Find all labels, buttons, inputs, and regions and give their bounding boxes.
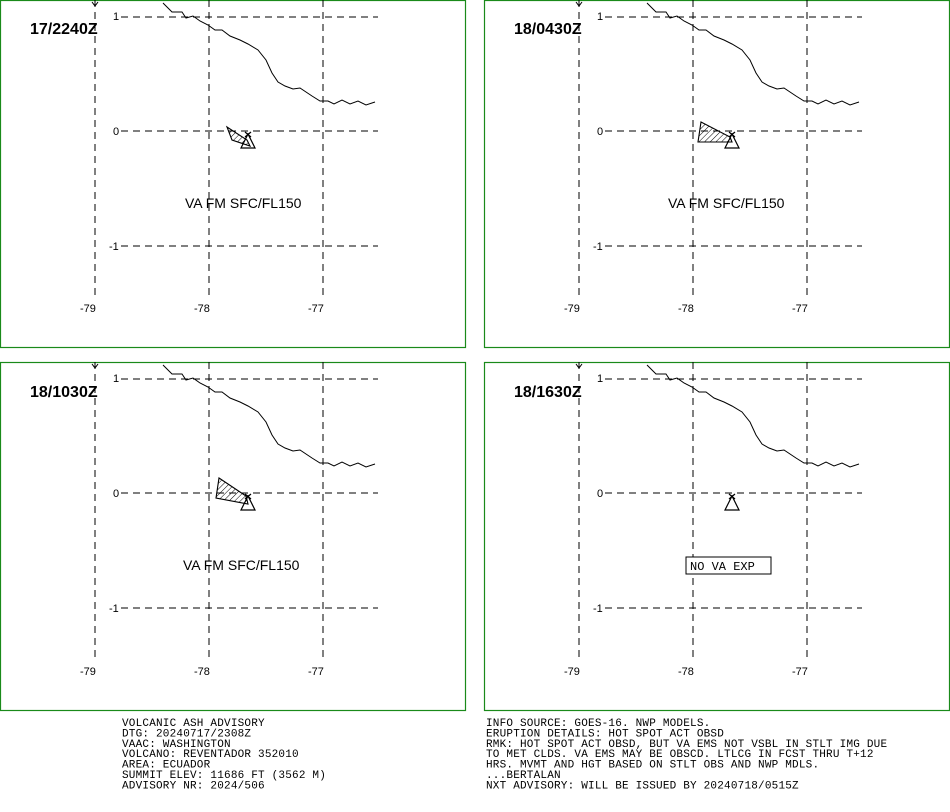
panel-label: VA FM SFC/FL150 <box>183 557 300 573</box>
lon-tick-neg78: -78 <box>194 666 210 678</box>
advisory-line: ...BERTALAN <box>486 770 561 782</box>
lon-tick-neg79: -79 <box>564 666 580 678</box>
lat-tick-1: 1 <box>113 11 119 23</box>
advisory-line: HRS. MVMT AND HGT BASED ON STLT OBS AND … <box>486 760 819 772</box>
advisory-line: VOLCANIC ASH ADVISORY <box>122 718 265 730</box>
advisory-line: DTG: 20240717/2308Z <box>122 728 251 740</box>
lat-tick-neg1: -1 <box>109 603 119 615</box>
lat-tick-0: 0 <box>597 488 603 500</box>
lat-tick-0: 0 <box>113 488 119 500</box>
lat-tick-neg1: -1 <box>109 241 119 253</box>
panel-time: 18/0430Z <box>514 21 582 38</box>
lat-tick-0: 0 <box>113 126 119 138</box>
lon-tick-neg78: -78 <box>194 303 210 315</box>
map-panel-3: 1 0 -1 -79 -78 -77 18/1030Z VA FM SFC/FL… <box>0 361 467 712</box>
lon-tick-neg79: -79 <box>564 303 580 315</box>
advisory-text-right: INFO SOURCE: GOES-16. NWP MODELS.ERUPTIO… <box>486 718 887 792</box>
advisory-line: RMK: HOT SPOT ACT OBSD, BUT VA EMS NOT V… <box>486 739 887 751</box>
lat-tick-1: 1 <box>597 11 603 23</box>
lat-tick-neg1: -1 <box>593 603 603 615</box>
ash-polygon <box>225 125 252 147</box>
advisory-line: TO MET CLDS. VA EMS MAY BE OBSCD. LTLCG … <box>486 749 874 761</box>
panel-time: 17/2240Z <box>30 21 98 38</box>
panel-label: VA FM SFC/FL150 <box>668 195 785 211</box>
map-panel-2: 1 0 -1 -79 -78 -77 18/0430Z VA FM SFC/FL… <box>483 0 950 349</box>
panel-frame <box>483 361 950 712</box>
ash-polygon <box>697 121 733 143</box>
panel-label: NO VA EXP <box>690 560 755 574</box>
lon-tick-neg79: -79 <box>80 303 96 315</box>
panel-label: VA FM SFC/FL150 <box>185 195 302 211</box>
lat-tick-1: 1 <box>597 373 603 385</box>
advisory-line: NXT ADVISORY: WILL BE ISSUED BY 20240718… <box>486 780 799 792</box>
panel-frame <box>0 361 467 712</box>
lon-tick-neg79: -79 <box>80 666 96 678</box>
panel-frame <box>0 0 467 349</box>
lat-tick-neg1: -1 <box>593 241 603 253</box>
lat-tick-0: 0 <box>597 126 603 138</box>
panel-frame <box>483 0 950 349</box>
lon-tick-neg77: -77 <box>308 303 324 315</box>
map-panel-1: 1 0 -1 -79 -78 -77 17/2240Z VA FM SFC/FL… <box>0 0 467 349</box>
advisory-line: INFO SOURCE: GOES-16. NWP MODELS. <box>486 718 710 730</box>
map-panel-4: 1 0 -1 -79 -78 -77 18/1630Z NO VA EXP <box>483 361 950 712</box>
lon-tick-neg78: -78 <box>678 303 694 315</box>
advisory-line: SUMMIT ELEV: 11686 FT (3562 M) <box>122 770 326 782</box>
advisory-line: AREA: ECUADOR <box>122 760 211 772</box>
panel-time: 18/1030Z <box>30 384 98 401</box>
lon-tick-neg77: -77 <box>792 303 808 315</box>
advisory-line: ADVISORY NR: 2024/506 <box>122 780 265 792</box>
no-va-box <box>685 556 772 575</box>
lon-tick-neg77: -77 <box>308 666 324 678</box>
advisory-line: VOLCANO: REVENTADOR 352010 <box>122 749 299 761</box>
advisory-line: ERUPTION DETAILS: HOT SPOT ACT OBSD <box>486 728 724 740</box>
lat-tick-1: 1 <box>113 373 119 385</box>
panel-time: 18/1630Z <box>514 384 582 401</box>
ash-polygon <box>215 477 249 505</box>
lon-tick-neg78: -78 <box>678 666 694 678</box>
lon-tick-neg77: -77 <box>792 666 808 678</box>
advisory-line: VAAC: WASHINGTON <box>122 739 231 751</box>
